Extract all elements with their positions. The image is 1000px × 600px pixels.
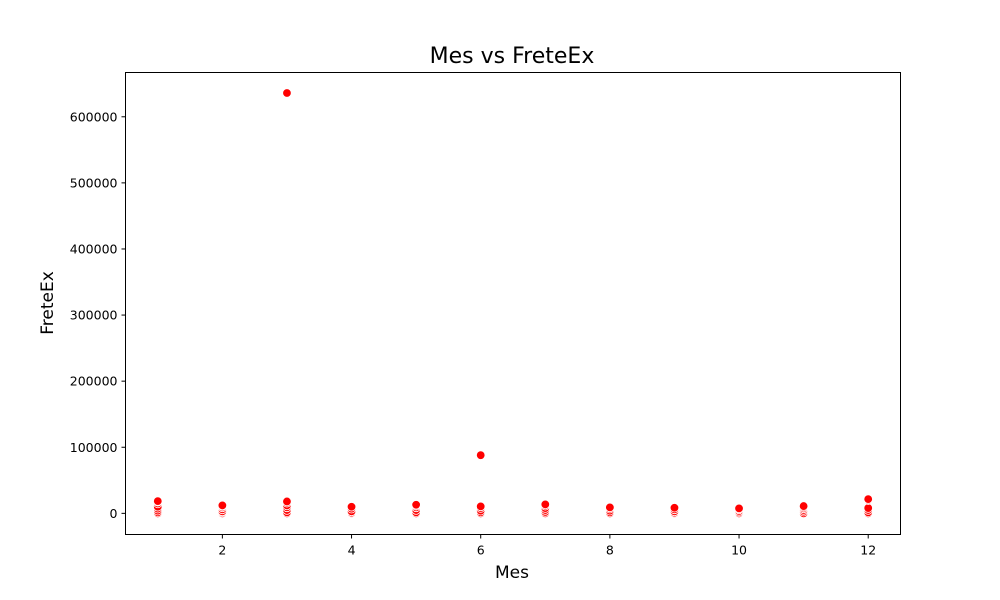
data-point bbox=[476, 450, 486, 460]
data-point bbox=[282, 496, 292, 507]
x-tick-label: 10 bbox=[731, 543, 747, 558]
data-point bbox=[540, 499, 550, 510]
data-point bbox=[863, 494, 873, 504]
x-tick-label: 8 bbox=[606, 543, 614, 558]
plot-frame bbox=[125, 72, 901, 535]
y-tick-label: 300000 bbox=[70, 308, 118, 323]
data-point bbox=[346, 502, 357, 512]
data-point bbox=[863, 503, 873, 513]
x-tick-label: 2 bbox=[218, 543, 226, 558]
data-point bbox=[153, 496, 163, 506]
data-point bbox=[605, 502, 615, 513]
x-axis: 2 4 6 8 10 12 bbox=[218, 534, 876, 558]
data-point bbox=[669, 503, 680, 513]
x-tick-label: 6 bbox=[477, 543, 485, 558]
chart-title: Mes vs FreteEx bbox=[430, 44, 595, 69]
x-tick-label: 4 bbox=[348, 543, 356, 558]
x-axis-label: Mes bbox=[495, 563, 529, 583]
y-tick-label: 400000 bbox=[70, 241, 118, 256]
y-tick-label: 500000 bbox=[70, 175, 118, 190]
y-tick-label: 600000 bbox=[70, 109, 118, 124]
data-point bbox=[798, 501, 809, 511]
y-axis-label: FreteEx bbox=[38, 271, 58, 335]
x-tick-label: 12 bbox=[860, 543, 876, 558]
y-tick-label: 200000 bbox=[70, 374, 118, 389]
y-tick-label: 0 bbox=[110, 506, 118, 521]
data-point bbox=[217, 500, 228, 511]
scatter-points bbox=[153, 88, 873, 519]
y-tick-label: 100000 bbox=[70, 440, 118, 455]
y-axis: 0 100000 200000 300000 400000 500000 600000 bbox=[70, 109, 126, 521]
data-point bbox=[734, 503, 744, 514]
data-point bbox=[282, 88, 292, 98]
data-point bbox=[411, 500, 421, 510]
data-point bbox=[476, 501, 486, 512]
